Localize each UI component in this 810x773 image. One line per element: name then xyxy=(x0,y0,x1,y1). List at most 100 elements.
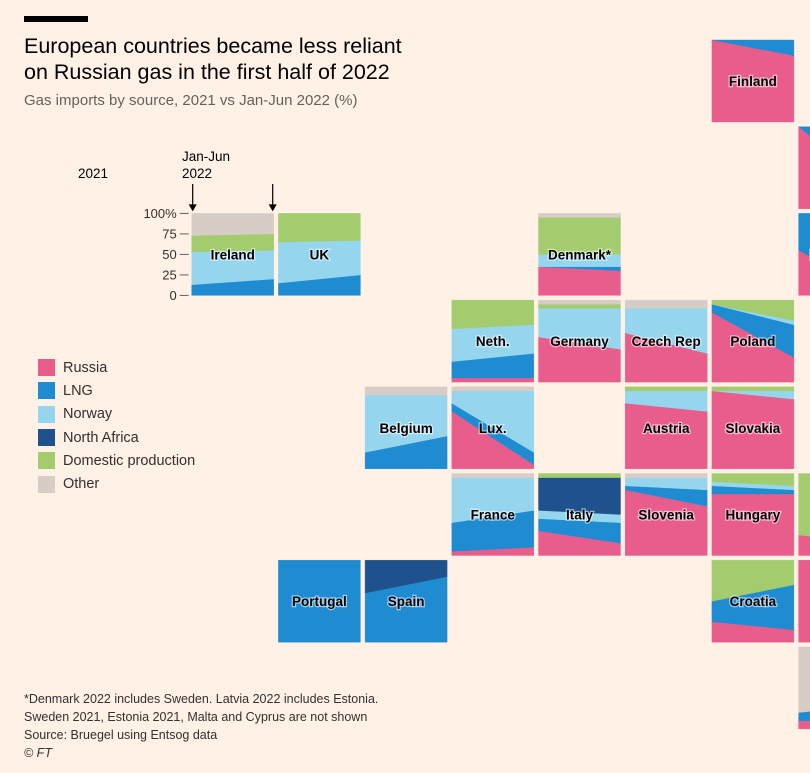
tile-label-slovakia: Slovakia xyxy=(726,421,781,436)
area-neth-russia xyxy=(451,377,534,383)
tile-czech-rep: Czech Rep xyxy=(625,299,708,383)
tile-belgium: Belgium xyxy=(364,386,448,469)
area-italy-domestic-production xyxy=(538,473,621,478)
tile-austria: Austria xyxy=(625,386,708,469)
legend: Russia LNG Norway North Africa Domestic prod… xyxy=(38,356,195,496)
legend-item-lng: LNG xyxy=(38,379,195,402)
y-tick-label-2: 50 xyxy=(162,247,176,262)
legend-item-russia: Russia xyxy=(38,356,195,379)
title-line-1: European countries became less reliant xyxy=(24,34,402,58)
tile-bulgaria: Bulgaria xyxy=(798,560,810,643)
tile-label-lux: Lux. xyxy=(479,421,507,436)
legend-item-other: Other xyxy=(38,472,195,495)
tile-label-spain: Spain xyxy=(388,594,425,609)
tile-italy: Italy xyxy=(538,473,621,556)
tile-label-austria: Austria xyxy=(643,421,690,436)
footnote-line-2: Sweden 2021, Estonia 2021, Malta and Cyp… xyxy=(24,710,368,724)
area-hungary-domestic-production xyxy=(711,473,795,487)
tile-label-finland: Finland xyxy=(729,74,777,89)
legend-label-other: Other xyxy=(63,476,100,493)
area-neth-domestic-production xyxy=(451,299,534,330)
area-finland-lng xyxy=(711,39,795,56)
area-romania-domestic-production xyxy=(798,473,810,537)
area-belgium-other xyxy=(364,386,448,396)
legend-item-norway: Norway xyxy=(38,403,195,426)
area-greece-russia xyxy=(798,720,810,730)
area-hungary-russia xyxy=(711,493,795,556)
area-lux-other xyxy=(451,386,534,392)
annotation-2022-line-2: 2022 xyxy=(182,166,213,181)
footnote-source: Source: Bruegel using Entsog data xyxy=(24,728,218,742)
area-france-other xyxy=(451,473,534,478)
area-portugal-lng xyxy=(278,560,361,643)
legend-swatch-other xyxy=(38,475,55,493)
annotation-2022-line-1: Jan-Jun xyxy=(182,149,231,164)
tile-label-belgium: Belgium xyxy=(379,421,432,436)
tile-portugal: Portugal xyxy=(278,560,361,643)
tile-slovenia: Slovenia xyxy=(625,473,708,556)
tile-label-czech-rep: Czech Rep xyxy=(632,334,701,349)
area-ireland-other xyxy=(191,213,274,236)
y-tick-label-0: 100% xyxy=(143,206,177,221)
area-greece-other xyxy=(798,646,810,713)
footnote-line-1: *Denmark 2022 includes Sweden. Latvia 20… xyxy=(24,692,379,706)
chart-subtitle: Gas imports by source, 2021 vs Jan-Jun 2… xyxy=(24,92,358,109)
tile-latvia: Latvia* xyxy=(798,126,810,209)
tile-denmark: Denmark* xyxy=(538,213,621,296)
tile-label-slovenia: Slovenia xyxy=(638,508,694,523)
tile-label-uk: UK xyxy=(310,247,330,262)
tile-label-ireland: Ireland xyxy=(211,247,255,262)
area-spain-north-africa xyxy=(364,560,448,594)
area-poland-domestic-production xyxy=(711,299,795,321)
area-greece-lng xyxy=(798,711,810,721)
area-germany-other xyxy=(538,299,621,305)
legend-item-domestic-production: Domestic production xyxy=(38,449,195,472)
tile-ireland: Ireland xyxy=(191,213,274,296)
area-austria-russia xyxy=(625,402,708,469)
y-tick-label-3: 25 xyxy=(162,267,176,282)
tile-label-croatia: Croatia xyxy=(730,594,777,609)
arrow-2022-head xyxy=(268,204,277,212)
annotation-2021: 2021 xyxy=(78,166,109,181)
tile-hungary: Hungary xyxy=(711,473,795,556)
legend-label-north-africa: North Africa xyxy=(63,429,139,446)
area-lithuania-russia xyxy=(798,249,810,296)
area-lithuania-lng xyxy=(798,213,810,257)
area-denmark-russia xyxy=(538,266,621,296)
tile-uk: UK xyxy=(278,213,361,296)
legend-label-domestic-production: Domestic production xyxy=(63,452,196,469)
chart-title: European countries became less reliant o… xyxy=(24,33,454,85)
y-tick-label-1: 75 xyxy=(162,226,176,241)
legend-swatch-north-africa xyxy=(38,429,55,447)
area-latvia-russia xyxy=(798,126,810,209)
footnote-copyright: © FT xyxy=(24,746,52,760)
area-uk-domestic-production xyxy=(278,213,361,243)
tile-label-poland: Poland xyxy=(730,334,775,349)
legend-swatch-russia xyxy=(38,359,55,377)
area-latvia-lng xyxy=(798,126,810,137)
legend-label-norway: Norway xyxy=(63,406,113,423)
footnotes: *Denmark 2022 includes Sweden. Latvia 20… xyxy=(24,690,378,762)
legend-label-lng: LNG xyxy=(63,382,93,399)
tile-germany: Germany xyxy=(538,299,621,383)
area-romania-russia xyxy=(798,534,810,556)
legend-swatch-norway xyxy=(38,405,55,423)
area-bulgaria-russia xyxy=(798,560,810,643)
area-slovenia-other xyxy=(625,473,708,478)
area-germany-domestic-production xyxy=(538,304,621,309)
tile-label-germany: Germany xyxy=(550,334,609,349)
tile-neth: Neth. xyxy=(451,299,534,383)
legend-swatch-domestic-production xyxy=(38,452,55,470)
ft-top-bar xyxy=(24,16,88,22)
tile-label-portugal: Portugal xyxy=(292,594,347,609)
area-austria-domestic-production xyxy=(625,386,708,392)
area-croatia-domestic-production xyxy=(711,560,795,602)
arrow-2021-head xyxy=(188,204,197,212)
legend-label-russia: Russia xyxy=(63,359,108,376)
tile-slovakia: Slovakia xyxy=(711,386,795,469)
tile-romania: Romania xyxy=(798,473,810,556)
tile-lux: Lux. xyxy=(451,386,534,469)
tile-greece: Greece xyxy=(798,646,810,730)
legend-item-north-africa: North Africa xyxy=(38,426,195,449)
